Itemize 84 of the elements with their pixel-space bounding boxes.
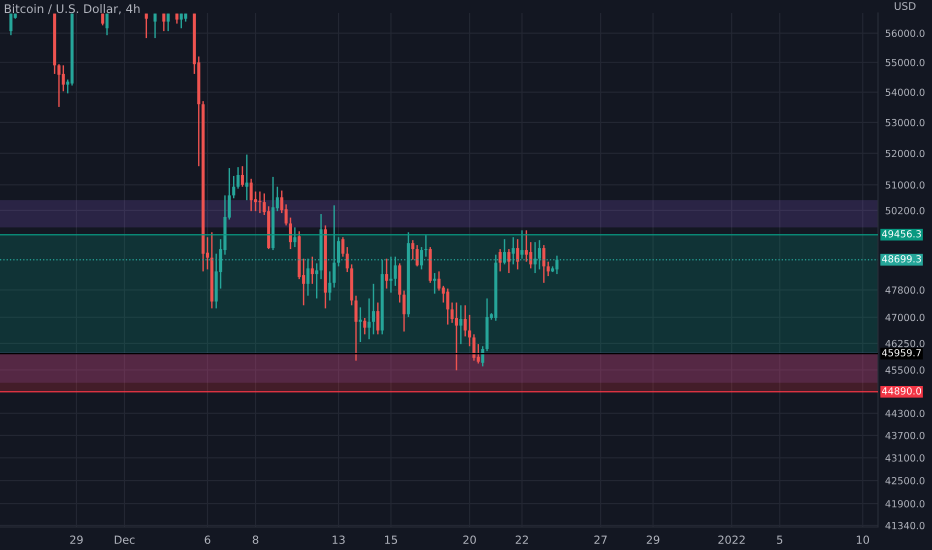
y-tick-label: 47800.0 [885,286,925,294]
candlestick [105,13,109,36]
ref-line-label: 49456.3 [882,230,921,238]
x-tick-label: 8 [252,536,258,544]
candlestick [328,270,332,302]
x-tick-label: 13 [332,536,345,544]
candlestick [542,244,546,284]
candlestick [372,283,376,336]
candlestick [516,238,520,270]
candlestick [459,304,462,345]
y-tick-label: 55000.0 [886,58,925,66]
y-tick-label: 41340.0 [885,522,925,530]
y-tick-label: 43700.0 [885,432,925,440]
candlestick [293,226,296,248]
y-tick-label: 46250.0 [885,340,925,348]
y-tick-label: 44300.0 [885,410,925,418]
candlestick [363,317,366,336]
candlestick [166,13,170,32]
ref-line-label: 45959.7 [882,349,921,356]
y-axis-title: USD [894,2,916,10]
y-tick-label: 50200.0 [886,206,925,214]
candlestick [385,258,388,290]
x-tick-label: 15 [385,536,398,544]
candlestick [144,13,148,39]
candlestick [464,304,467,338]
candlestick [433,272,436,294]
candlestick [437,270,441,292]
y-tick-label: 53000.0 [886,118,925,126]
candlestick [358,306,362,343]
candlestick [446,288,450,326]
y-tick-label: 41900.0 [885,500,925,508]
candlestick [468,314,472,347]
y-tick-label: 52000.0 [886,150,925,158]
candlestick [402,290,406,332]
candlestick [62,64,65,92]
x-tick-label: 27 [594,536,607,544]
candlestick [368,298,371,340]
candlestick [258,190,262,214]
candlestick [354,295,358,362]
ref-line-label: 48699.3 [882,255,921,263]
candlestick [454,302,458,371]
x-tick-label: Dec [114,536,135,544]
candlestick [101,13,104,26]
y-tick-label: 45500.0 [885,366,925,374]
candlestick [175,13,178,24]
candlestick [232,175,236,199]
candlestick [240,165,244,188]
y-tick-label: 43100.0 [885,454,925,462]
ref-line-label: 44890.0 [882,387,922,395]
y-tick-label: 54000.0 [886,88,925,96]
candlestick [346,246,349,273]
candlestick [154,13,157,39]
candlestick [376,302,380,336]
x-tick-label: 29 [70,536,83,544]
candlestick [520,230,524,260]
x-tick-label: 22 [516,536,528,544]
x-tick-label: 10 [856,536,870,544]
candlestick [546,260,550,277]
y-tick-label: 47000.0 [885,314,925,322]
x-tick-label: 29 [646,536,660,544]
chart-title: Bitcoin / U.S. Dollar, 4h [4,4,140,14]
y-tick-label: 42500.0 [885,477,925,484]
candlestick [315,262,318,300]
candlestick [411,239,414,260]
candlestick [310,256,314,285]
x-tick-label: 20 [463,536,476,544]
candlestick [450,302,454,324]
candlestick [498,248,502,272]
candlestick [529,241,532,270]
x-tick-label: 6 [204,536,210,544]
y-tick-label: 56000.0 [886,30,925,37]
candlestick [162,13,166,32]
x-tick-label: 2022 [718,536,745,544]
candlestick [245,154,248,201]
candlestick [424,234,428,258]
candlestick [180,13,183,29]
candlestick [507,248,510,274]
candlestick [236,166,240,190]
candlestick [481,346,484,368]
candlestick [416,244,419,268]
x-tick-label: 5 [777,536,782,544]
candlestick [250,178,253,212]
y-tick-label: 51000.0 [886,181,925,189]
candlestick [341,236,344,258]
